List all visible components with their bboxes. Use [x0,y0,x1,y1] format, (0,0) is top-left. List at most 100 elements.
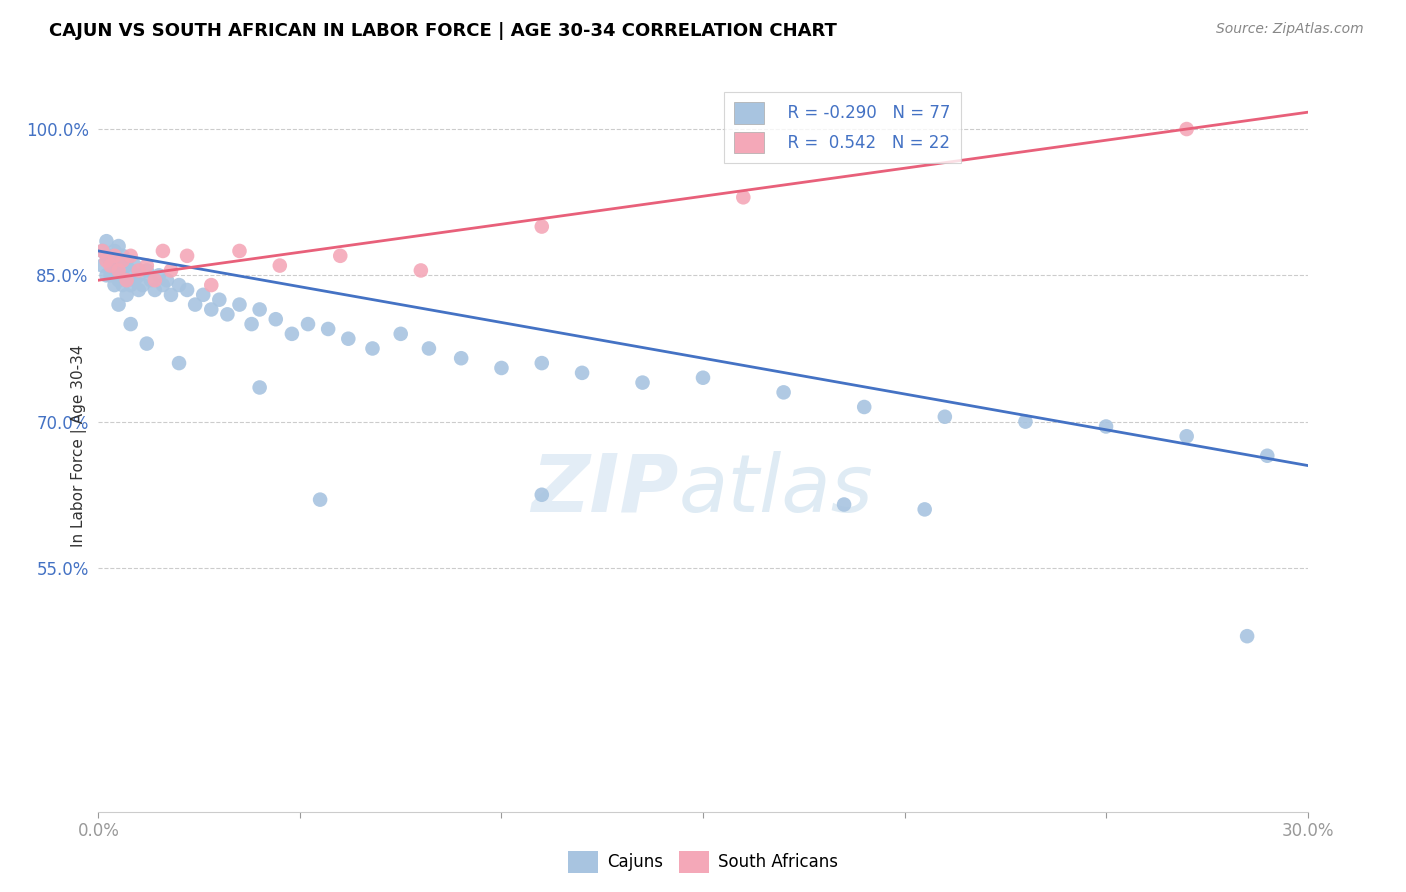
Y-axis label: In Labor Force | Age 30-34: In Labor Force | Age 30-34 [72,344,87,548]
Point [309,492,332,507]
Point [1175,122,1198,136]
Text: Source: ZipAtlas.com: Source: ZipAtlas.com [1216,22,1364,37]
Point [96,234,118,248]
Point [1236,629,1258,643]
Point [156,273,179,287]
Point [389,326,412,341]
Legend:   R = -0.290   N = 77,   R =  0.542   N = 22: R = -0.290 N = 77, R = 0.542 N = 22 [724,92,960,163]
Point [176,283,198,297]
Point [160,263,183,277]
Point [530,219,553,234]
Point [1014,415,1036,429]
Point [135,336,157,351]
Point [128,263,150,277]
Point [418,342,440,356]
Point [128,283,150,297]
Point [132,278,155,293]
Point [176,249,198,263]
Point [208,293,231,307]
Point [111,249,134,263]
Point [297,317,319,331]
Point [143,273,166,287]
Point [184,297,207,311]
Point [530,356,553,370]
Point [91,259,114,273]
Point [1175,429,1198,443]
Point [111,263,134,277]
Point [832,498,855,512]
Point [103,263,125,277]
Point [160,288,183,302]
Point [853,400,876,414]
Legend: Cajuns, South Africans: Cajuns, South Africans [561,845,845,880]
Point [228,244,250,258]
Point [91,244,114,258]
Point [107,263,129,277]
Point [200,302,222,317]
Point [107,239,129,253]
Point [91,244,114,258]
Point [152,278,174,293]
Point [450,351,472,366]
Point [139,273,162,287]
Point [631,376,654,390]
Point [124,273,146,287]
Point [100,268,122,283]
Point [249,380,271,394]
Point [772,385,794,400]
Point [337,332,360,346]
Point [96,268,118,283]
Point [143,283,166,297]
Text: ZIP: ZIP [531,450,679,529]
Point [115,273,138,287]
Point [692,370,714,384]
Point [914,502,936,516]
Point [107,297,129,311]
Point [111,259,134,273]
Point [148,268,170,283]
Point [217,307,239,321]
Point [96,249,118,263]
Point [135,263,157,277]
Point [107,273,129,287]
Text: atlas: atlas [679,450,873,529]
Point [733,190,755,204]
Point [240,317,263,331]
Point [103,259,125,273]
Point [167,278,190,293]
Point [167,356,190,370]
Point [120,249,142,263]
Point [111,253,134,268]
Point [228,297,250,311]
Point [120,263,142,277]
Point [120,278,142,293]
Point [329,249,352,263]
Point [361,342,384,356]
Point [249,302,271,317]
Point [120,317,142,331]
Point [200,278,222,293]
Point [107,253,129,268]
Point [128,268,150,283]
Point [96,253,118,268]
Point [103,249,125,263]
Point [409,263,432,277]
Point [530,488,553,502]
Point [124,259,146,273]
Point [1256,449,1278,463]
Point [115,273,138,287]
Point [264,312,287,326]
Point [316,322,339,336]
Point [281,326,304,341]
Point [103,244,125,258]
Point [152,244,174,258]
Point [111,278,134,293]
Point [135,259,157,273]
Point [934,409,956,424]
Point [193,288,215,302]
Point [269,259,291,273]
Point [115,253,138,268]
Point [100,259,122,273]
Point [115,288,138,302]
Point [103,278,125,293]
